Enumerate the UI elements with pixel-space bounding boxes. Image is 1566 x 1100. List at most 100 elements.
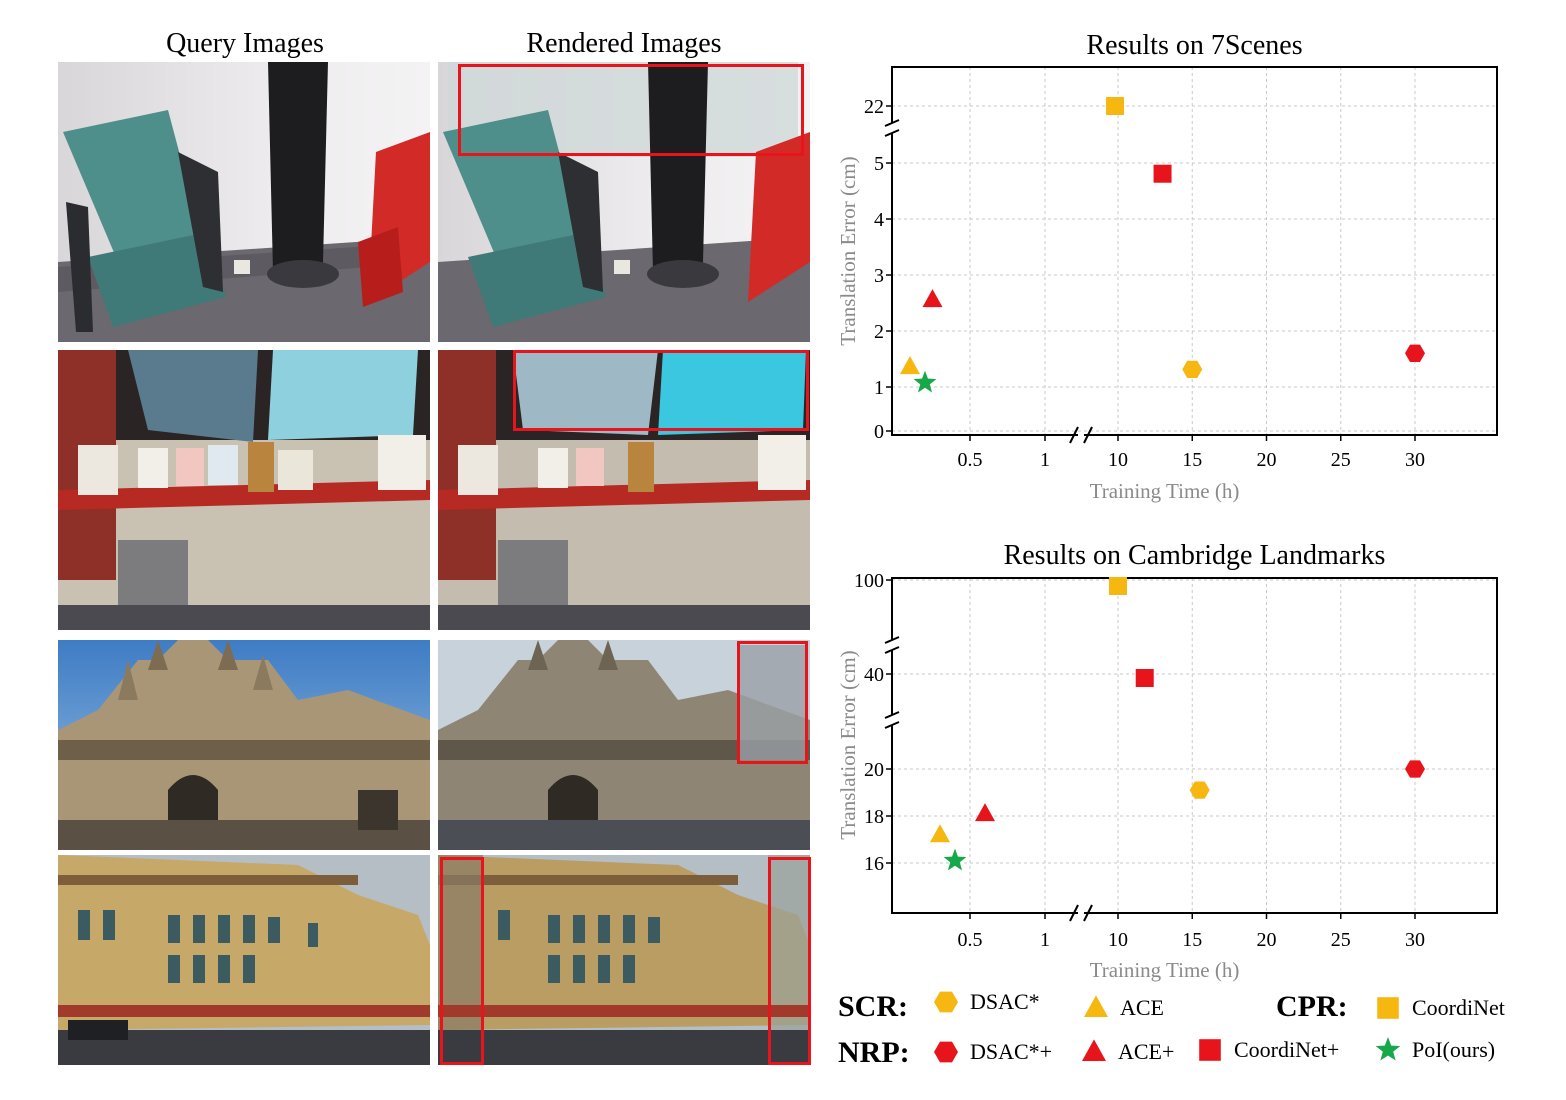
x-tick-label: 10 (1108, 449, 1128, 471)
x-tick-label: 15 (1182, 929, 1202, 951)
square-icon (1374, 994, 1402, 1022)
x-axis-break-mark (1069, 426, 1079, 444)
legend-item-coordinet-plus: CoordiNet+ (1196, 1036, 1339, 1064)
star-icon (1374, 1036, 1402, 1064)
query-image-2 (58, 350, 430, 630)
rendered-images-title: Rendered Images (526, 28, 722, 59)
legend-item-ace: ACE (1082, 994, 1164, 1022)
legend-item-label: CoordiNet+ (1234, 1037, 1340, 1062)
x-tick-label: 1 (1040, 929, 1050, 951)
query-image-3 (58, 640, 430, 850)
x-tick-label: 10 (1108, 929, 1128, 951)
query-image-4 (58, 855, 430, 1065)
y-tick-label: 4 (874, 209, 884, 231)
y-axis-label: Translation Error (cm) (836, 156, 860, 345)
legend-item-ace-plus: ACE+ (1080, 1038, 1174, 1066)
x-axis-break-gap (1078, 432, 1084, 438)
y-tick-label: 100 (854, 570, 884, 592)
hexagon-marker (934, 991, 958, 1013)
point-dsac- (1405, 760, 1425, 778)
x-axis-break-mark (1083, 904, 1093, 922)
point-coordinet- (1135, 669, 1154, 687)
x-tick-label: 25 (1331, 929, 1351, 951)
point-dsac- (1189, 781, 1210, 799)
y-axis-break-mark (884, 646, 900, 654)
y-tick-label: 40 (864, 664, 884, 686)
point-ace- (922, 289, 943, 308)
point-coordinet (1106, 97, 1125, 115)
point-poi-ours- (943, 848, 967, 871)
query-image-1 (58, 62, 430, 342)
y-tick-label: 0 (874, 421, 884, 443)
triangle-icon (1082, 994, 1110, 1022)
y-tick-label: 18 (864, 806, 884, 828)
point-poi-ours- (913, 370, 937, 393)
x-tick-label: 20 (1257, 449, 1277, 471)
y-axis-break-mark (884, 636, 900, 644)
hexagon-icon (932, 988, 960, 1016)
point-dsac- (1405, 344, 1425, 362)
x-tick-label: 25 (1331, 449, 1351, 471)
triangle-marker (1082, 1039, 1106, 1061)
y-tick-label: 22 (864, 96, 884, 118)
rendered-image-4 (438, 855, 810, 1065)
hexagon-icon (932, 1038, 960, 1066)
y-axis-break-gap (888, 640, 896, 650)
legend-item-dsac: DSAC* (932, 988, 1040, 1016)
y-axis-break-mark (884, 711, 900, 719)
x-axis-break-mark (1069, 904, 1079, 922)
legend-item-label: PoI(ours) (1412, 1037, 1496, 1062)
x-tick-label: 0.5 (958, 929, 983, 951)
chart-title: Results on Cambridge Landmarks (1004, 540, 1386, 571)
highlight-box-1 (458, 64, 804, 156)
y-tick-label: 16 (864, 853, 884, 875)
y-tick-label: 5 (874, 153, 884, 175)
legend-item-dsac-plus: DSAC*+ (932, 1038, 1052, 1066)
point-ace (930, 824, 950, 843)
rendered-image-1 (438, 62, 810, 342)
legend-item-label: CoordiNet (1412, 995, 1505, 1020)
x-tick-label: 20 (1257, 929, 1277, 951)
chart-title: Results on 7Scenes (1086, 30, 1302, 61)
legend-nrp-heading: NRP: (838, 1036, 910, 1069)
x-axis-label: Training Time (h) (1090, 958, 1240, 982)
y-tick-label: 3 (874, 265, 884, 287)
y-tick-label: 20 (864, 759, 884, 781)
legend-item-coordinet: CoordiNet (1374, 994, 1505, 1022)
y-axis-break-mark (884, 129, 900, 137)
legend-scr-heading: SCR: (838, 990, 909, 1023)
legend-item-label: DSAC* (970, 989, 1040, 1014)
legend-item-label: ACE+ (1118, 1039, 1175, 1064)
triangle-marker (1084, 995, 1108, 1017)
y-tick-label: 1 (874, 377, 884, 399)
y-tick-label: 2 (874, 321, 884, 343)
y-axis-break-mark (884, 119, 900, 127)
y-axis-label: Translation Error (cm) (836, 650, 860, 839)
square-marker (1377, 997, 1399, 1019)
x-tick-label: 0.5 (958, 449, 983, 471)
triangle-icon (1080, 1038, 1108, 1066)
highlight-box-4-left (440, 857, 484, 1065)
legend-cpr-heading: CPR: (1276, 990, 1348, 1023)
point-ace- (975, 803, 995, 822)
point-dsac- (1182, 360, 1203, 379)
point-ace (900, 356, 920, 375)
legend-item-label: DSAC*+ (970, 1039, 1053, 1064)
x-tick-label: 15 (1182, 449, 1202, 471)
legend-item-poi: PoI(ours) (1374, 1036, 1495, 1064)
x-tick-label: 30 (1405, 449, 1425, 471)
chart-cambridge: Results on Cambridge Landmarks 0.5 1 10 15 20… (836, 540, 1498, 982)
star-marker (1375, 1037, 1401, 1061)
rendered-image-2 (438, 350, 810, 630)
query-images-title: Query Images (166, 28, 324, 59)
x-axis-break-mark (1083, 426, 1093, 444)
point-coordinet (1109, 577, 1127, 595)
x-tick-label: 30 (1405, 929, 1425, 951)
chart-7scenes: Results on 7Scenes 0.5 1 10 15 20 25 30 0 1 2 3 4 5 22… (836, 30, 1498, 503)
x-axis-break-gap (1078, 910, 1084, 916)
x-axis-label: Training Time (h) (1090, 479, 1240, 503)
y-axis-break-gap (888, 715, 896, 725)
highlight-box-2 (513, 350, 809, 431)
hexagon-marker (934, 1041, 958, 1063)
